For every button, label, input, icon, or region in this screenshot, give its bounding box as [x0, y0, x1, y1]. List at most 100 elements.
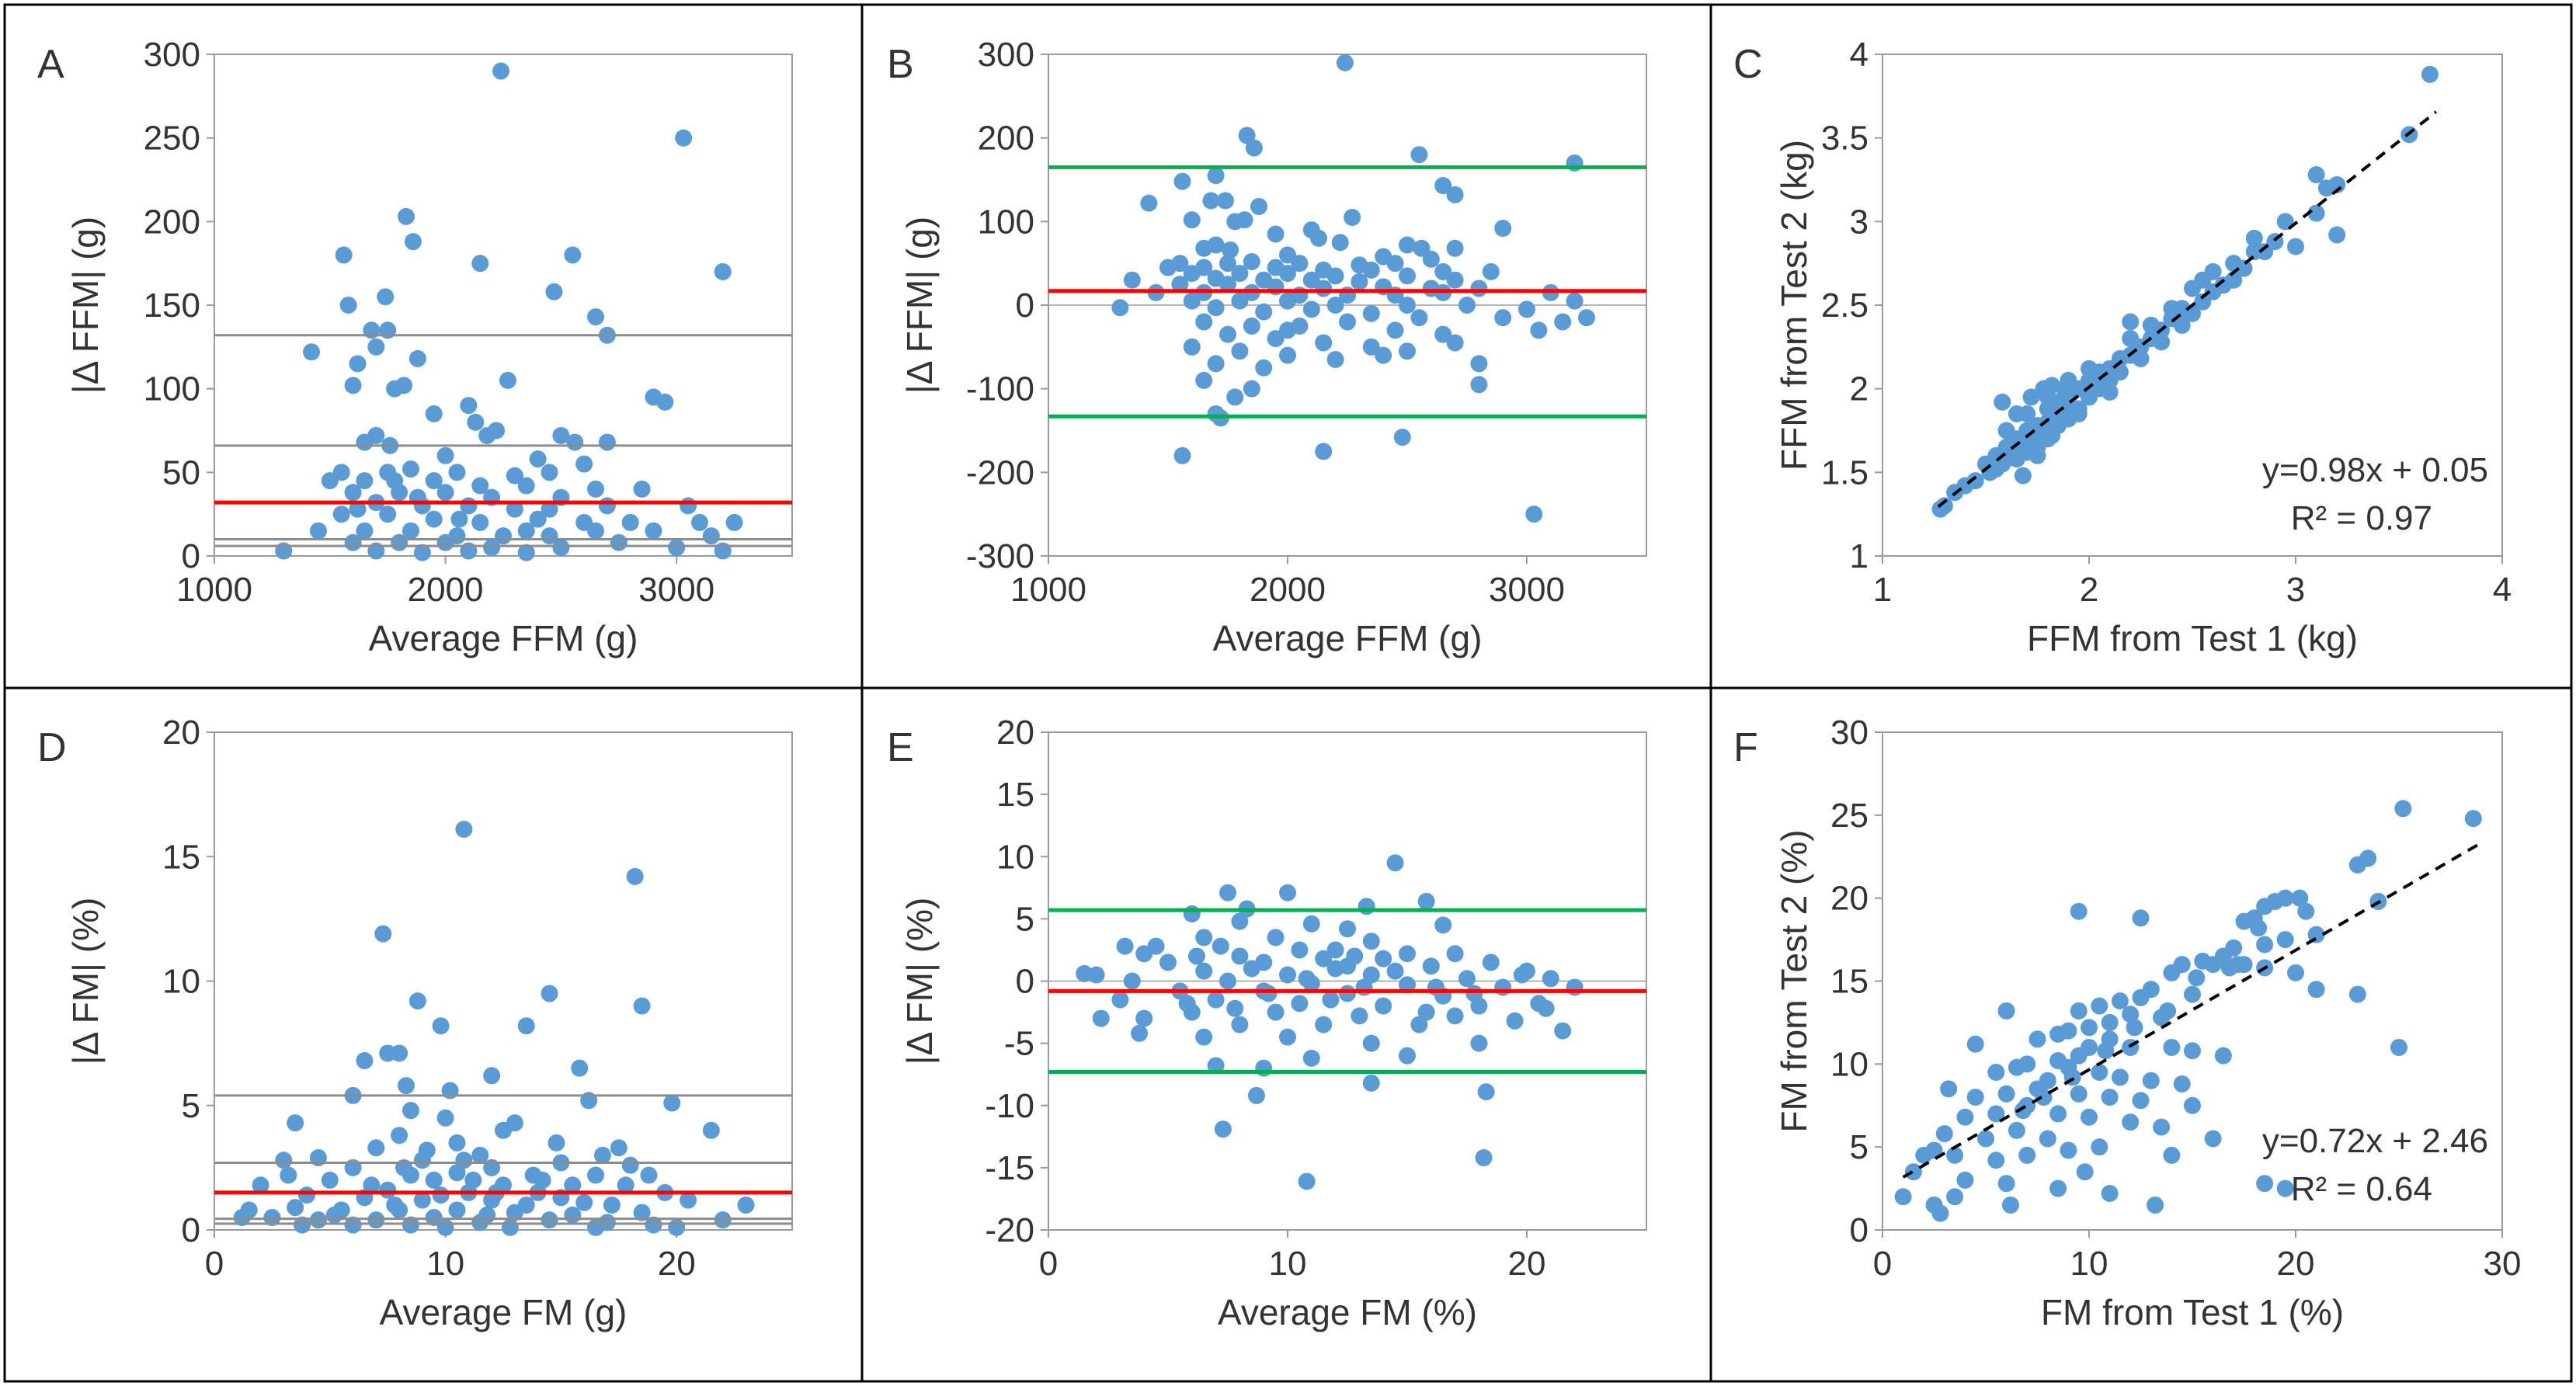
data-point — [1339, 920, 1356, 938]
data-point — [1207, 355, 1225, 373]
data-point — [587, 522, 605, 540]
data-point — [2307, 204, 2325, 222]
data-point — [2018, 405, 2036, 422]
data-point — [621, 513, 639, 531]
data-point — [675, 129, 693, 147]
data-point — [1362, 338, 1380, 356]
data-point — [1216, 192, 1234, 210]
data-point — [2147, 1196, 2164, 1214]
data-point — [356, 433, 374, 451]
data-point — [1386, 321, 1404, 339]
data-point — [1195, 1028, 1213, 1046]
data-point — [280, 1166, 297, 1184]
data-point — [2307, 981, 2325, 999]
data-point — [2348, 856, 2366, 874]
data-point — [2049, 1105, 2067, 1123]
data-point — [1279, 966, 1296, 984]
data-point — [2097, 1042, 2115, 1060]
data-point — [1219, 884, 1236, 901]
data-point — [1116, 937, 1134, 955]
data-point — [1434, 916, 1452, 934]
data-point — [2028, 1030, 2046, 1048]
data-point — [633, 480, 651, 498]
data-point — [335, 246, 353, 264]
y-tick-label: 0 — [182, 1211, 200, 1249]
data-point — [2022, 388, 2040, 406]
data-point — [344, 377, 362, 394]
data-point — [1386, 962, 1404, 980]
data-point — [1399, 236, 1416, 254]
y-tick-label: 3.5 — [1821, 120, 1869, 158]
data-point — [2256, 1175, 2274, 1193]
data-point — [1171, 276, 1189, 294]
data-point — [1291, 255, 1309, 273]
x-tick-label: 20 — [2277, 1245, 2315, 1283]
data-point — [1458, 297, 1476, 314]
data-point — [2111, 1068, 2129, 1086]
data-point — [1247, 1086, 1265, 1104]
data-point — [1446, 1007, 1464, 1025]
data-point — [1410, 146, 1428, 164]
data-point — [2126, 1019, 2143, 1037]
data-point — [1399, 267, 1416, 285]
data-point — [2188, 969, 2206, 987]
data-point — [1987, 1105, 2005, 1123]
data-point — [2101, 1184, 2119, 1202]
data-point — [1135, 945, 1153, 963]
regression-line — [1937, 110, 2438, 509]
data-point — [2081, 360, 2098, 377]
data-point — [2091, 1064, 2108, 1082]
data-point — [478, 426, 496, 444]
data-point — [2328, 226, 2346, 244]
data-point — [1904, 1163, 1922, 1181]
data-point — [391, 1044, 408, 1062]
data-point — [1542, 970, 1559, 988]
data-point — [1446, 945, 1464, 963]
data-point — [587, 308, 605, 326]
data-points — [1076, 854, 1583, 1190]
data-points — [275, 62, 743, 561]
data-point — [1238, 127, 1256, 144]
data-point — [1302, 1049, 1320, 1067]
x-axis-title: Average FFM (g) — [369, 618, 638, 658]
y-tick-label: 150 — [144, 287, 200, 325]
data-point — [2184, 304, 2201, 322]
data-point — [1315, 280, 1333, 297]
x-tick-label: 2000 — [408, 571, 484, 609]
data-point — [564, 1206, 582, 1224]
y-tick-label: 10 — [1830, 1045, 1869, 1083]
data-point — [1399, 976, 1416, 994]
data-point — [501, 1218, 519, 1236]
data-point — [1393, 429, 1411, 446]
data-point — [1931, 1204, 1949, 1222]
data-point — [1525, 505, 1543, 523]
data-point — [1298, 1172, 1316, 1190]
data-point — [506, 500, 523, 518]
y-tick-label: 1 — [1850, 537, 1869, 575]
data-point — [2184, 1042, 2201, 1060]
x-tick-label: 0 — [1039, 1245, 1058, 1283]
data-point — [680, 1191, 697, 1209]
data-point — [1291, 941, 1309, 959]
x-tick-label: 10 — [426, 1245, 464, 1283]
data-point — [467, 413, 485, 431]
data-point — [2204, 283, 2222, 300]
data-point — [1279, 265, 1296, 283]
data-point — [2060, 1141, 2077, 1159]
data-point — [1315, 950, 1333, 967]
data-point — [1470, 1034, 1488, 1052]
data-point — [1195, 239, 1213, 257]
data-point — [263, 1208, 281, 1226]
data-point — [1417, 892, 1435, 910]
data-point — [1375, 997, 1392, 1015]
data-point — [436, 1218, 454, 1236]
data-point — [1214, 1120, 1232, 1138]
data-point — [1302, 300, 1320, 318]
data-point — [2091, 1138, 2108, 1156]
data-point — [575, 455, 593, 473]
data-point — [617, 1176, 634, 1194]
data-point — [668, 539, 686, 557]
data-point — [1434, 177, 1452, 195]
data-point — [391, 1127, 408, 1145]
